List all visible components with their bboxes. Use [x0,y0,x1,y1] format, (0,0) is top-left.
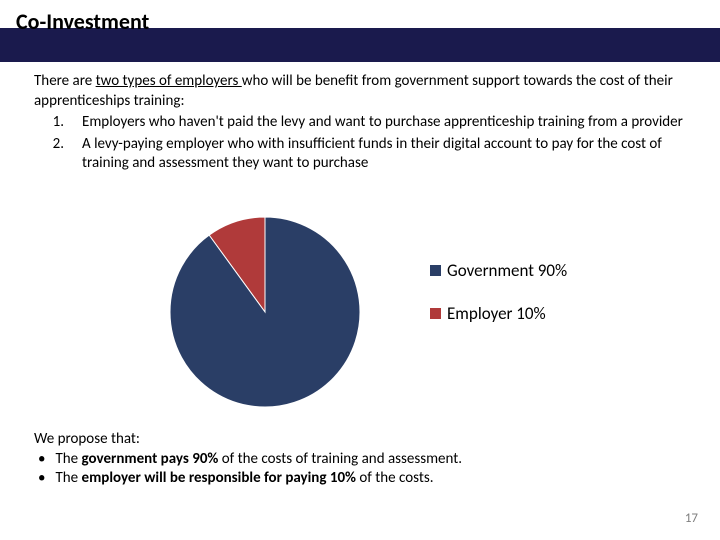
legend-label: Government 90% [447,260,567,281]
list-number: 1. [34,113,82,133]
list-text: Employers who haven't paid the levy and … [82,113,694,133]
legend-item: Employer 10% [430,303,567,324]
bullet-item: The government pays 90% of the costs of … [34,450,694,470]
propose-block: We propose that: The government pays 90%… [34,430,694,489]
bullet-item: The employer will be responsible for pay… [34,469,694,489]
list-text: A levy-paying employer who with insuffic… [82,135,694,174]
list-number: 2. [34,135,82,174]
pie-svg [170,217,360,407]
numbered-list: 1. Employers who haven't paid the levy a… [34,113,694,174]
legend-swatch [430,265,441,276]
list-item: 2. A levy-paying employer who with insuf… [34,135,694,174]
propose-bullets: The government pays 90% of the costs of … [34,450,694,489]
legend-item: Government 90% [430,260,567,281]
intro-prefix: There are [34,72,96,90]
intro-block: There are two types of employers who wil… [34,72,694,174]
page-title: Co-Investment [16,8,149,35]
propose-heading: We propose that: [34,430,694,450]
chart-legend: Government 90% Employer 10% [430,260,567,346]
legend-label: Employer 10% [447,303,546,324]
page-number: 17 [685,511,698,526]
intro-underlined: two types of employers [96,72,242,90]
legend-swatch [430,308,441,319]
list-item: 1. Employers who haven't paid the levy a… [34,113,694,133]
